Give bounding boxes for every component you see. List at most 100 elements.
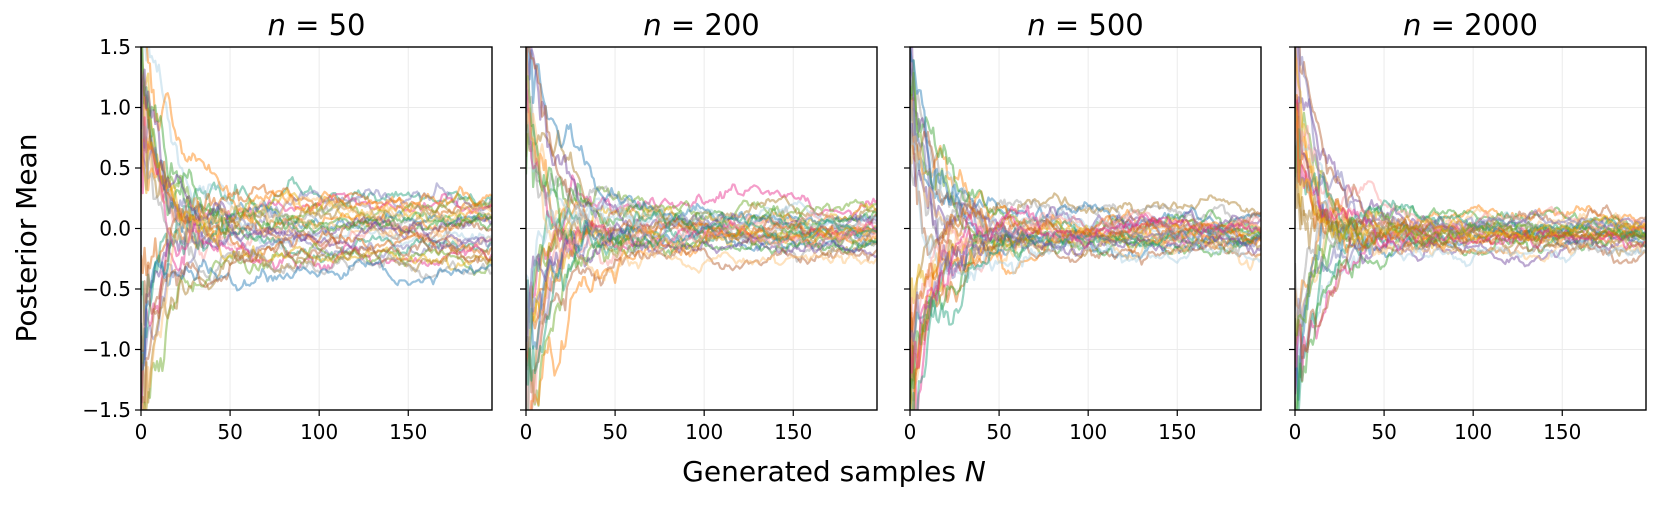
- series-line-11: [1295, 224, 1646, 395]
- series-line-6: [910, 47, 1261, 249]
- x-tick-label: 0: [520, 420, 533, 444]
- series-line-1: [141, 176, 492, 326]
- series-line-10: [526, 47, 877, 243]
- series-line-29: [526, 216, 877, 410]
- panel-title-variable: n: [1027, 8, 1045, 42]
- x-tick-label: 100: [685, 420, 723, 444]
- series-line-28: [526, 197, 877, 349]
- series-line-9: [910, 100, 1261, 245]
- series-line-7: [141, 47, 492, 234]
- series-line-24: [910, 133, 1261, 271]
- series-line-12: [141, 215, 492, 410]
- series-line-21: [1295, 102, 1646, 263]
- series-line-7: [910, 97, 1261, 239]
- panel-title-value: = 500: [1046, 8, 1144, 42]
- panel-title: n = 2000: [1403, 8, 1538, 42]
- series-line-6: [1295, 211, 1646, 397]
- series-line-18: [141, 70, 492, 264]
- series-line-19: [910, 47, 1261, 260]
- series-line-8: [910, 214, 1261, 386]
- series-line-4: [910, 93, 1261, 238]
- series-line-14: [1295, 164, 1646, 257]
- series-line-11: [141, 84, 492, 242]
- series-line-22: [526, 219, 877, 350]
- series-line-10: [141, 89, 492, 240]
- series-line-14: [526, 207, 877, 410]
- series-line-22: [910, 122, 1261, 273]
- series-group: [141, 47, 492, 410]
- series-line-4: [526, 120, 877, 226]
- panel-title-variable: n: [267, 8, 285, 42]
- series-line-13: [1295, 47, 1646, 250]
- series-group: [526, 47, 877, 410]
- series-line-9: [526, 47, 877, 240]
- series-line-23: [141, 244, 492, 404]
- series-line-6: [526, 47, 877, 229]
- series-line-26: [526, 245, 877, 394]
- series-line-19: [141, 132, 492, 261]
- series-line-22: [141, 128, 492, 271]
- series-line-20: [141, 116, 492, 272]
- series-line-1: [526, 174, 877, 324]
- series-line-16: [141, 73, 492, 262]
- series-line-27: [911, 225, 1261, 410]
- panel-title: n = 50: [267, 8, 365, 42]
- x-tick-label: 150: [1543, 420, 1581, 444]
- x-tick-label: 0: [904, 420, 917, 444]
- series-line-8: [141, 104, 492, 247]
- series-line-8: [1295, 212, 1646, 410]
- series-line-25: [1295, 94, 1646, 249]
- series-line-29: [910, 222, 1261, 342]
- series-line-29: [141, 236, 492, 353]
- series-line-24: [1295, 128, 1646, 241]
- series-line-1: [910, 192, 1261, 355]
- series-line-20: [910, 226, 1261, 410]
- series-line-4: [1298, 47, 1646, 236]
- series-line-21: [910, 230, 1261, 410]
- series-line-15: [1295, 219, 1646, 337]
- series-line-19: [526, 224, 877, 349]
- series-line-17: [910, 229, 1261, 410]
- series-line-12: [526, 121, 877, 245]
- series-group: [1295, 47, 1646, 410]
- series-line-2: [1295, 204, 1646, 410]
- series-line-26: [910, 217, 1261, 378]
- panel-2: 0 50 100 150 n = 200: [520, 8, 878, 444]
- series-line-15: [526, 217, 877, 330]
- x-tick-label: 100: [300, 420, 338, 444]
- series-line-26: [1297, 47, 1646, 240]
- series-line-3: [526, 202, 877, 367]
- series-line-7: [526, 107, 877, 251]
- panel-3: 0 50 100 150 n = 500: [904, 8, 1262, 444]
- y-tick-label: 1.5: [99, 35, 131, 59]
- series-line-11: [526, 99, 877, 248]
- series-line-5: [910, 59, 1261, 239]
- x-axis-label: Generated samples N: [682, 455, 986, 488]
- y-tick-label: −1.5: [82, 398, 131, 422]
- series-line-20: [526, 215, 877, 410]
- series-line-11: [910, 220, 1261, 392]
- series-line-17: [526, 82, 877, 258]
- series-line-30: [1295, 145, 1646, 250]
- x-tick-label: 150: [774, 420, 812, 444]
- series-line-18: [526, 224, 877, 407]
- series-line-23: [529, 225, 877, 410]
- x-tick-label: 150: [389, 420, 427, 444]
- x-tick-label: 150: [1158, 420, 1196, 444]
- series-line-4: [141, 192, 492, 410]
- series-line-26: [145, 47, 492, 218]
- series-line-14: [913, 214, 1261, 410]
- panel-title: n = 200: [643, 8, 759, 42]
- series-line-30: [141, 195, 492, 410]
- series-line-20: [1295, 219, 1646, 360]
- series-line-30: [526, 209, 877, 386]
- series-line-1: [1295, 204, 1646, 309]
- panel-title-variable: n: [643, 8, 661, 42]
- series-line-28: [910, 207, 1261, 333]
- y-tick-label: 0.5: [99, 156, 131, 180]
- series-line-8: [526, 124, 877, 233]
- y-tick-label: 1.0: [99, 96, 131, 120]
- series-line-19: [1295, 96, 1646, 268]
- panel-title-variable: n: [1403, 8, 1421, 42]
